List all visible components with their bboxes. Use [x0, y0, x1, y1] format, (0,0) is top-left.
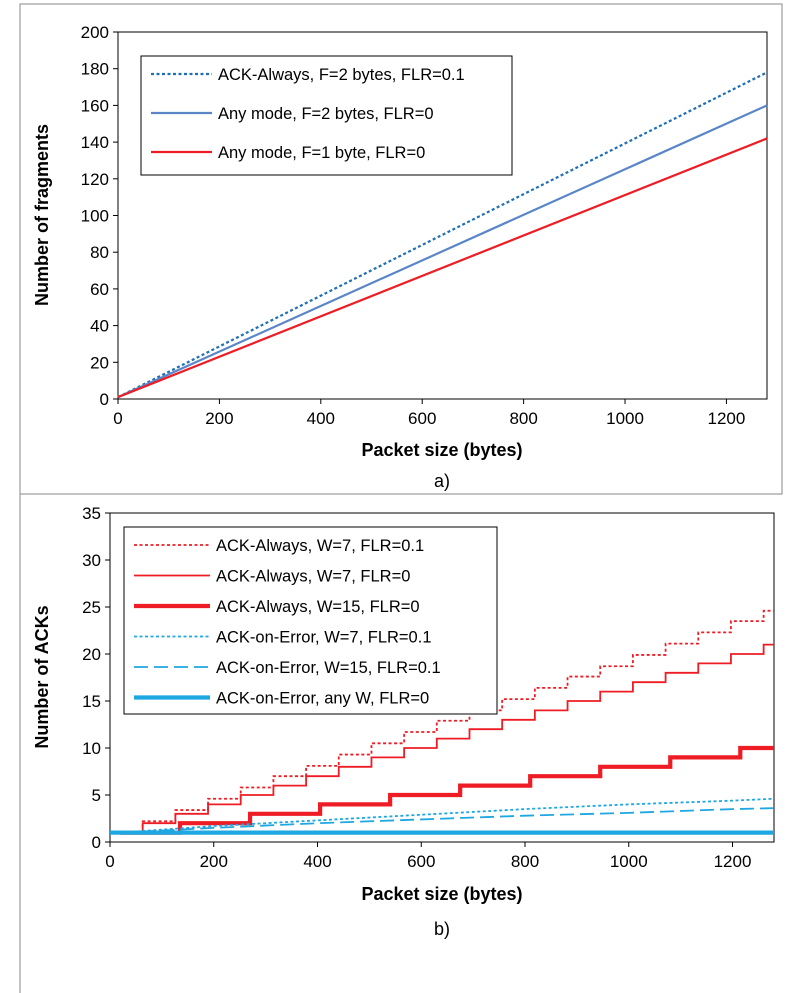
- legend-label-3: Any mode, F=1 byte, FLR=0: [218, 144, 425, 162]
- legend-label-1: ACK-Always, F=2 bytes, FLR=0.1: [218, 66, 465, 84]
- legend-label-2: ACK-Always, W=7, FLR=0: [216, 568, 410, 586]
- x-tick-label: 400: [307, 409, 335, 428]
- chart-b-y-ticks: 0 5 10 15 20 25 30 35: [82, 504, 110, 852]
- y-tick-label: 40: [90, 317, 109, 336]
- series-line-5: [120, 807, 775, 834]
- chart-b-x-axis-title: Packet size (bytes): [361, 884, 522, 904]
- chart-a-x-ticks: 0 200 400 600 800 1000 1200: [113, 399, 745, 428]
- y-tick-label: 180: [81, 60, 109, 79]
- chart-a-legend: ACK-Always, F=2 bytes, FLR=0.1 Any mode, …: [140, 55, 513, 176]
- y-tick-label: 25: [82, 598, 101, 617]
- legend-label-6: ACK-on-Error, any W, FLR=0: [216, 690, 429, 708]
- figure-a-frame: [19, 3, 783, 495]
- y-tick-label: 140: [81, 133, 109, 152]
- chart-a-y-axis-title: Number of fragments: [32, 124, 52, 306]
- chart-a-caption: a): [434, 471, 450, 491]
- y-tick-label: 200: [81, 23, 109, 42]
- series-line-3: [117, 137, 768, 399]
- series-line-2: [117, 104, 768, 399]
- x-tick-label: 600: [407, 852, 435, 871]
- chart-a-series: [117, 71, 768, 399]
- chart-a-x-axis-title: Packet size (bytes): [361, 440, 522, 460]
- y-tick-label: 0: [92, 833, 101, 852]
- x-tick-label: 0: [105, 852, 114, 871]
- y-tick-label: 100: [81, 207, 109, 226]
- chart-b-caption: b): [434, 919, 450, 939]
- x-tick-label: 1200: [714, 852, 752, 871]
- x-tick-label: 800: [511, 852, 539, 871]
- x-tick-label: 1000: [610, 852, 648, 871]
- y-tick-label: 5: [92, 786, 101, 805]
- y-tick-label: 0: [100, 390, 109, 409]
- chart-b-series: [110, 609, 775, 835]
- x-tick-label: 400: [303, 852, 331, 871]
- y-tick-label: 20: [90, 353, 109, 372]
- y-tick-label: 10: [82, 739, 101, 758]
- chart-b-legend-box: [123, 526, 498, 715]
- y-tick-label: 15: [82, 692, 101, 711]
- x-tick-label: 1000: [606, 409, 644, 428]
- chart-a-legend-box: [140, 55, 513, 176]
- series-line-1: [120, 609, 774, 834]
- x-tick-label: 200: [205, 409, 233, 428]
- y-tick-label: 120: [81, 170, 109, 189]
- x-tick-label: 600: [408, 409, 436, 428]
- chart-a: 0 20 40 60 80 100 120 140 160 180 200 0 200 400 600 80…: [32, 23, 768, 491]
- legend-label-5: ACK-on-Error, W=15, FLR=0.1: [216, 659, 441, 677]
- x-tick-label: 200: [200, 852, 228, 871]
- legend-label-1: ACK-Always, W=7, FLR=0.1: [216, 537, 424, 555]
- x-tick-label: 0: [113, 409, 122, 428]
- y-tick-label: 30: [82, 551, 101, 570]
- series-line-2: [120, 643, 774, 834]
- x-tick-label: 1200: [708, 409, 746, 428]
- series-line-3: [120, 745, 774, 835]
- y-tick-label: 80: [90, 243, 109, 262]
- y-tick-label: 60: [90, 280, 109, 299]
- y-tick-label: 35: [82, 504, 101, 523]
- chart-b-y-axis-title: Number of ACKs: [32, 605, 52, 748]
- y-tick-label: 20: [82, 645, 101, 664]
- legend-label-3: ACK-Always, W=15, FLR=0: [216, 598, 420, 616]
- chart-b: 0 5 10 15 20 25 30 35 0 200 400 600 800 1000 1200 ACK…: [32, 504, 775, 939]
- chart-a-y-ticks: 0 20 40 60 80 100 120 140 160 180 200: [81, 23, 118, 409]
- x-tick-label: 800: [509, 409, 537, 428]
- y-tick-label: 160: [81, 96, 109, 115]
- series-line-4: [120, 797, 775, 834]
- legend-label-4: ACK-on-Error, W=7, FLR=0.1: [216, 629, 432, 647]
- chart-b-x-ticks: 0 200 400 600 800 1000 1200: [105, 842, 751, 871]
- legend-label-2: Any mode, F=2 bytes, FLR=0: [218, 105, 434, 123]
- chart-b-legend: ACK-Always, W=7, FLR=0.1 ACK-Always, W=7,…: [123, 526, 498, 715]
